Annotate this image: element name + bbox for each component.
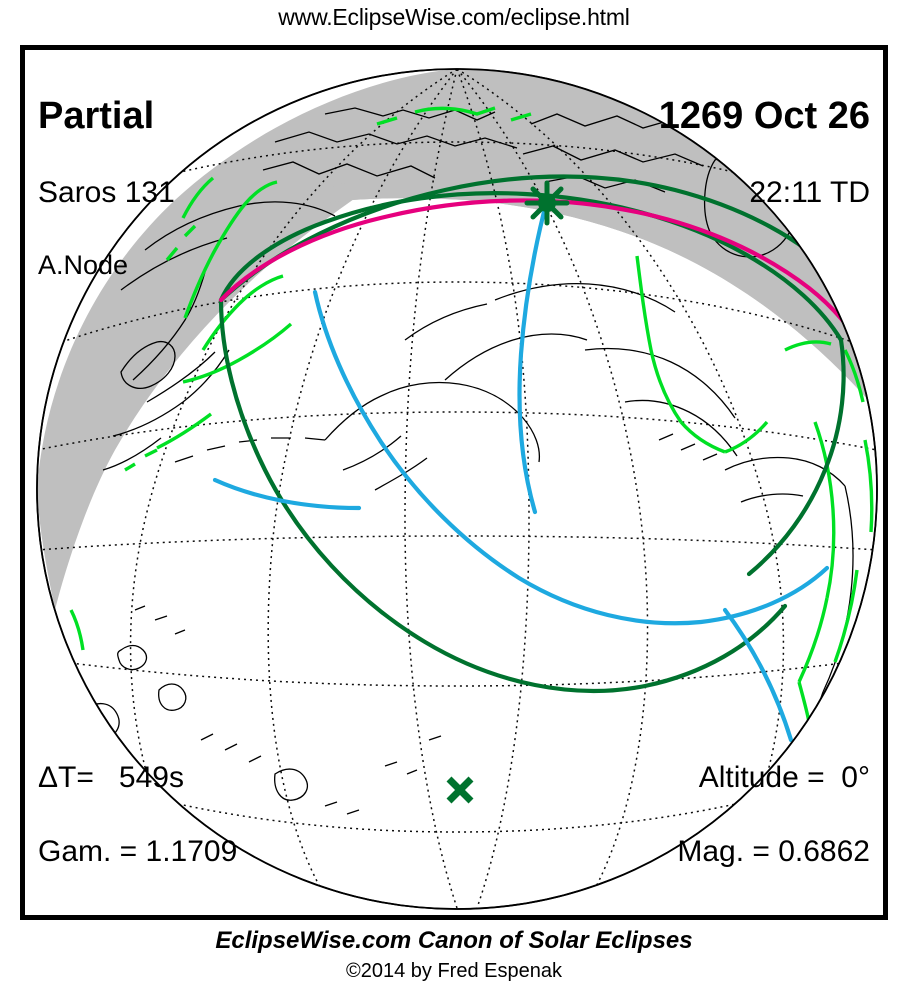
penumbral-limit-east — [746, 337, 846, 577]
eclipse-datetime-block: 1269 Oct 26 22:11 TD — [659, 58, 870, 248]
globe-limb-outline — [36, 68, 878, 910]
footer: EclipseWise.com Canon of Solar Eclipses … — [0, 926, 908, 984]
subsolar-point-marker — [446, 776, 474, 804]
penumbral-limit-curves — [218, 174, 846, 694]
sunrise-curve-east — [517, 197, 550, 515]
eclipse-date-label: 1269 Oct 26 — [658, 95, 870, 137]
greatest-eclipse-marker — [524, 180, 570, 226]
eclipse-time-label: 22:11 TD — [749, 176, 870, 209]
southern-penumbral-limit — [218, 191, 844, 343]
delta-t-label: ΔT= 549s — [38, 761, 184, 794]
maximum-eclipse-line — [218, 198, 872, 365]
magnitude-label: Mag. = 0.6862 — [677, 835, 870, 868]
eclipse-parameters-left: ΔT= 549s Gam. = 1.1709 — [38, 723, 237, 907]
globe-container — [25, 50, 883, 915]
footer-credit: ©2014 by Fred Espenak — [346, 960, 562, 982]
eclipse-parameters-right: Altitude = 0° Mag. = 0.6862 — [677, 723, 870, 907]
altitude-label: Altitude = 0° — [698, 761, 870, 794]
penumbral-limit-southwest — [218, 297, 788, 694]
sunset-curve-lower — [212, 477, 362, 511]
sunrise-curve-se — [722, 607, 794, 743]
eclipse-map-frame: Partial Saros 131 A.Node 1269 Oct 26 22:… — [20, 45, 888, 920]
sunset-curve-west — [312, 289, 830, 626]
orthographic-globe — [36, 68, 878, 910]
footer-title: EclipseWise.com Canon of Solar Eclipses — [215, 927, 693, 954]
saros-label: Saros 131 — [38, 176, 175, 209]
eclipse-type-block: Partial Saros 131 A.Node — [38, 58, 175, 319]
northern-penumbral-limit — [218, 174, 842, 303]
eclipse-type-label: Partial — [38, 95, 155, 137]
sunrise-sunset-curves — [212, 197, 830, 743]
gamma-label: Gam. = 1.1709 — [38, 835, 238, 868]
source-url: www.EclipseWise.com/eclipse.html — [278, 4, 630, 30]
node-label: A.Node — [38, 250, 129, 280]
